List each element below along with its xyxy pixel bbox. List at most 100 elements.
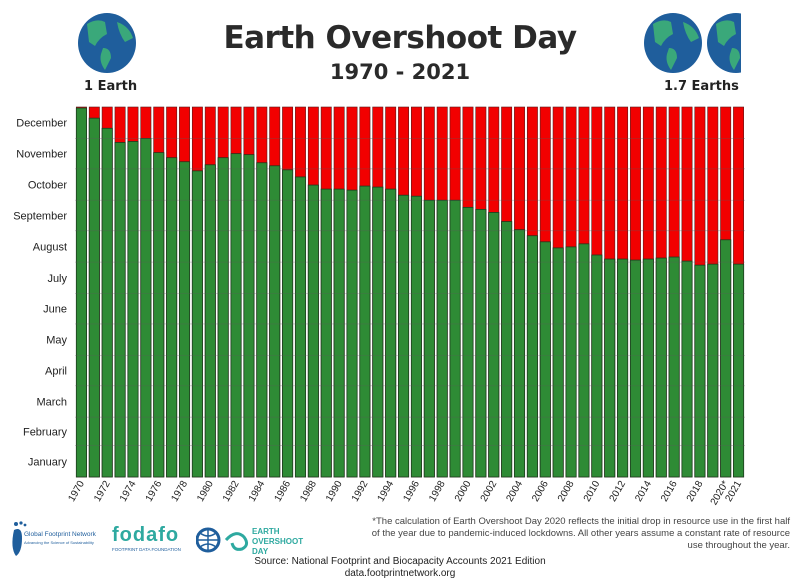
budget-bar-1980 [204, 164, 216, 478]
budget-bar-1981 [217, 157, 229, 478]
y-tick-label: April [45, 366, 67, 378]
budget-bar-2000 [462, 206, 474, 478]
earth-globe-icon [78, 13, 136, 73]
x-tick-label: 2012 [608, 479, 629, 504]
x-tick-label: 1986 [273, 479, 294, 504]
budget-bar-2001 [475, 208, 487, 478]
y-tick-label: October [28, 180, 67, 192]
source-citation: Source: National Footprint and Biocapaci… [254, 556, 546, 567]
budget-bar-2009 [578, 243, 590, 478]
x-tick-label: 2006 [530, 479, 551, 504]
x-tick-label: 1994 [376, 479, 397, 504]
budget-bar-2019 [707, 263, 719, 478]
budget-bar-2008 [565, 246, 577, 478]
overshoot-bar-chart: January February March April May June July Augu… [13, 106, 745, 507]
x-tick-label: 1978 [169, 479, 190, 504]
x-tick-label: 1974 [118, 479, 139, 504]
budget-bar-1972 [101, 127, 113, 478]
fodafo-logo-text: FODAFO [112, 524, 180, 546]
budget-bar-2006 [539, 241, 551, 478]
one-earth-label: 1 Earth [84, 79, 138, 94]
budget-bar-1994 [385, 188, 397, 478]
y-tick-label: December [16, 118, 67, 130]
budget-bar-1989 [320, 188, 332, 478]
x-tick-label: 2002 [479, 479, 500, 504]
x-tick-label: 2004 [504, 479, 525, 504]
x-tick-label: 1982 [221, 479, 242, 504]
source-url[interactable]: data.footprintnetwork.org [344, 568, 456, 579]
fodafo-logo-tagline: FOOTPRINT DATA FOUNDATION [112, 547, 181, 552]
budget-bar-2007 [552, 247, 564, 478]
x-tick-label: 1988 [298, 479, 319, 504]
budget-bar-1978 [178, 161, 191, 478]
x-tick-label: 2010 [582, 479, 603, 504]
eod-logo-text: EARTH OVERSHOOT DAY [252, 527, 304, 556]
y-tick-label: November [16, 149, 67, 161]
budget-bar-1995 [398, 194, 410, 478]
y-tick-label: March [36, 396, 67, 408]
budget-bar-1988 [307, 184, 319, 478]
budget-bar-1985 [269, 165, 281, 478]
budget-bar-1975 [140, 138, 152, 478]
budget-bar-1977 [166, 157, 178, 478]
budget-bar-1979 [191, 170, 203, 478]
y-tick-label: February [23, 426, 68, 438]
source-text: Source: National Footprint and Biocapaci… [0, 556, 800, 580]
budget-bar-1997 [423, 199, 435, 478]
budget-bar-1971 [88, 117, 100, 478]
budget-bar-1996 [410, 195, 422, 478]
earths-needed-label: 1.7 Earths [664, 79, 739, 94]
budget-bar-1974 [127, 141, 139, 478]
gfn-logo-text: Global Footprint Network [24, 531, 96, 538]
x-tick-label: 2000 [453, 479, 474, 504]
budget-bar-1999 [449, 199, 461, 478]
budget-bar-1983 [243, 154, 255, 478]
budget-bar-1990 [333, 188, 345, 478]
budget-bar-2020 [720, 239, 732, 478]
budget-bar-2011 [604, 258, 616, 478]
x-tick-label: 1970 [66, 479, 87, 504]
budget-bar-2013 [629, 259, 642, 478]
budget-bar-1973 [114, 142, 126, 478]
y-tick-label: May [46, 335, 67, 347]
x-tick-label: 1984 [247, 479, 268, 504]
budget-bar-1976 [153, 152, 165, 478]
x-tick-label: 1998 [427, 479, 448, 504]
earth-overshoot-day-logo-icon [196, 527, 249, 553]
budget-bar-1986 [282, 169, 294, 478]
budget-bar-1987 [294, 176, 307, 478]
budget-bar-1984 [256, 162, 268, 478]
y-tick-label: August [33, 241, 67, 253]
budget-bar-1982 [230, 153, 242, 478]
budget-bar-2012 [617, 258, 629, 478]
budget-bar-2010 [591, 254, 603, 478]
partial-earth-globe-icon [707, 13, 741, 73]
gfn-logo-tagline: Advancing the Science of Sustainability [24, 540, 94, 545]
budget-bar-2017 [681, 260, 693, 478]
budget-bar-2021 [733, 263, 745, 478]
x-tick-label: 1992 [350, 479, 371, 504]
budget-bar-2018 [694, 264, 706, 478]
x-tick-label: 1972 [92, 479, 113, 504]
x-tick-label: 1990 [324, 479, 345, 504]
x-tick-label: 2008 [556, 479, 577, 504]
page-subtitle: 1970 - 2021 [329, 60, 471, 84]
x-tick-label: 2014 [633, 479, 654, 504]
budget-bar-1991 [346, 189, 358, 478]
budget-bar-2005 [526, 235, 538, 478]
budget-bar-2002 [488, 212, 500, 478]
budget-bar-1970 [75, 107, 87, 478]
x-tick-label: 1996 [401, 479, 422, 504]
page-title: Earth Overshoot Day [223, 20, 577, 56]
x-tick-label: 2018 [685, 479, 706, 504]
budget-bar-2016 [668, 256, 680, 478]
budget-bar-2004 [513, 229, 526, 478]
x-tick-label: 2016 [659, 479, 680, 504]
x-tick-label: 1976 [144, 479, 165, 504]
budget-bar-2015 [655, 257, 667, 478]
budget-bar-1992 [359, 185, 371, 478]
y-tick-label: July [47, 273, 67, 285]
x-tick-label: 1980 [195, 479, 216, 504]
earth-globe-icon [644, 13, 702, 73]
budget-bar-1993 [372, 186, 384, 478]
